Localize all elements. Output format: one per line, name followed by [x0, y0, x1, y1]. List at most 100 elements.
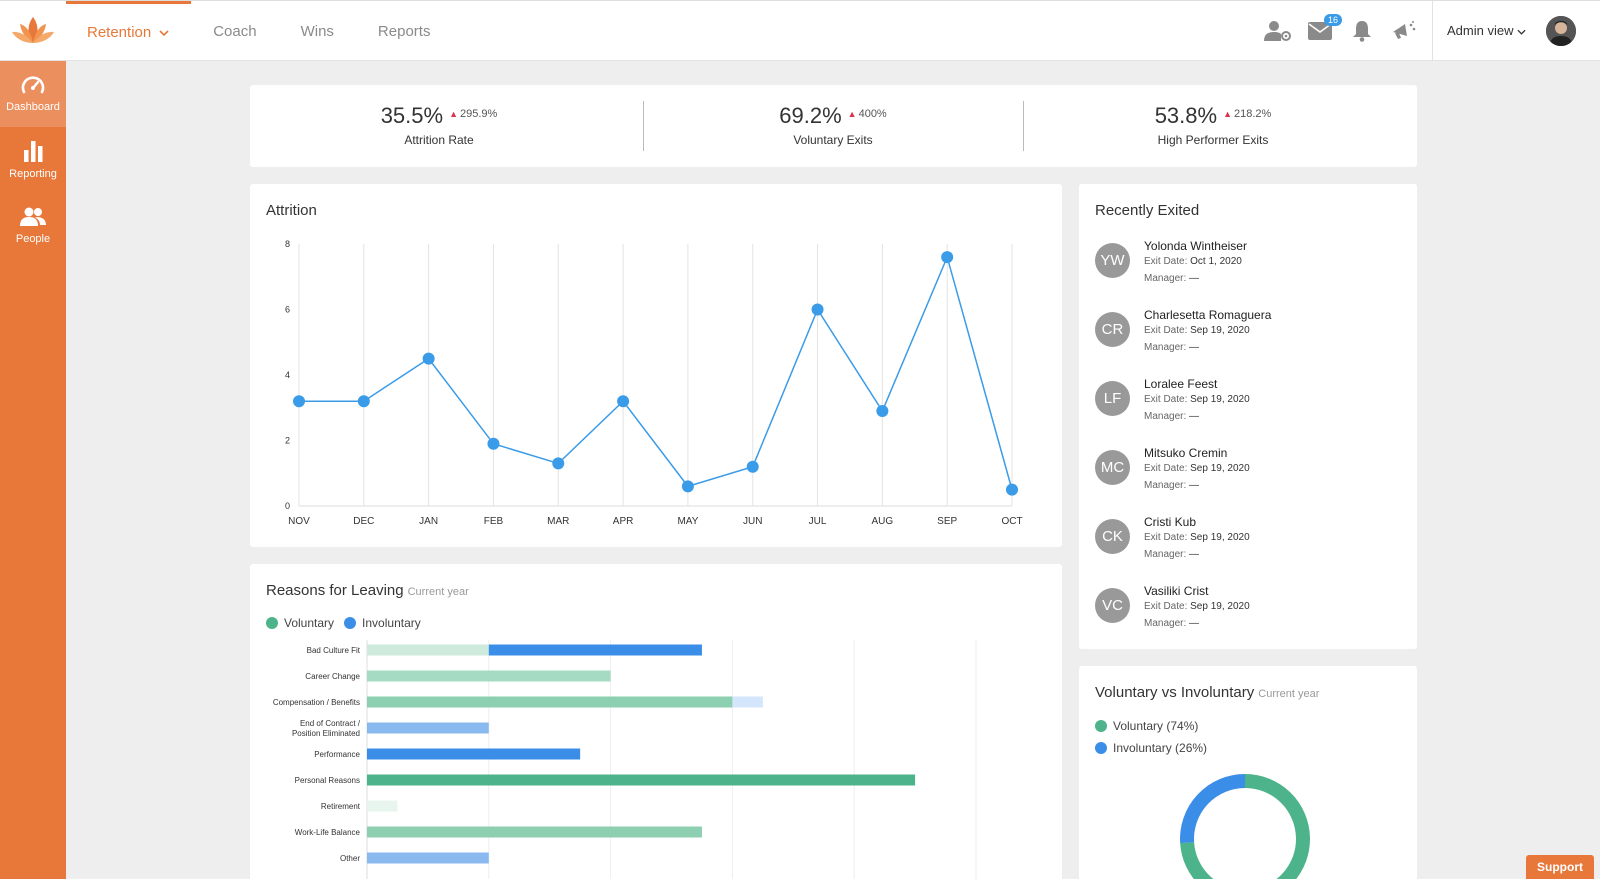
exit-list-item[interactable]: LF Loralee Feest Exit Date: Sep 19, 2020 Ma… — [1095, 377, 1405, 437]
exit-name[interactable]: Mitsuko Cremin — [1144, 446, 1228, 460]
category-label: Compensation / Benefits — [273, 698, 360, 707]
card-subtitle: Current year — [407, 586, 469, 598]
kpi-value: 69.2% — [779, 103, 842, 128]
sidebar-item-label: People — [15, 233, 51, 245]
data-point[interactable] — [487, 437, 500, 450]
card-title: Reasons for Leaving Current year — [266, 582, 469, 599]
bar-involuntary[interactable] — [367, 722, 489, 734]
card-title: Recently Exited — [1095, 202, 1200, 219]
bar-voluntary[interactable] — [367, 696, 733, 708]
sidebar-item-dashboard[interactable]: Dashboard — [0, 61, 66, 127]
exit-list-item[interactable]: VC Vasiliki Crist Exit Date: Sep 19, 2020 M… — [1095, 584, 1405, 644]
main-nav: Retention Coach Wins Reports — [66, 1, 452, 61]
top-bar: Retention Coach Wins Reports 16 — [0, 0, 1600, 61]
x-tick-label: MAY — [677, 516, 698, 527]
vvi-card: Voluntary vs Involuntary Current year Vol… — [1079, 666, 1417, 879]
exit-date: Exit Date: Sep 19, 2020 — [1144, 394, 1250, 405]
data-point[interactable] — [552, 457, 565, 470]
nav-wins[interactable]: Wins — [300, 22, 334, 40]
data-point[interactable] — [422, 352, 435, 365]
mail-badge: 16 — [1323, 14, 1342, 26]
legend-label-involuntary: Involuntary — [362, 616, 421, 630]
bar-voluntary[interactable] — [367, 800, 398, 812]
avatar: CR — [1095, 312, 1130, 347]
legend-label-involuntary: Involuntary (26%) — [1113, 741, 1208, 755]
exit-name[interactable]: Cristi Kub — [1144, 515, 1197, 529]
data-point[interactable] — [1006, 483, 1018, 496]
nav-coach[interactable]: Coach — [213, 22, 257, 40]
lotus-logo-icon[interactable] — [10, 13, 56, 49]
exit-manager: Manager: — — [1144, 618, 1200, 629]
nav-reports[interactable]: Reports — [377, 22, 431, 40]
data-point[interactable] — [681, 480, 694, 493]
nav-retention[interactable]: Retention — [66, 1, 192, 61]
category-label: Personal Reasons — [295, 776, 360, 785]
chevron-down-icon — [1517, 23, 1526, 38]
data-point[interactable] — [357, 395, 370, 408]
category-label: Position Eliminated — [292, 729, 360, 738]
user-settings-icon[interactable] — [1264, 17, 1292, 45]
vvi-legend-involuntary: Involuntary (26%) — [1095, 741, 1207, 755]
legend-label-voluntary: Voluntary (74%) — [1113, 719, 1199, 733]
card-title: Attrition — [266, 202, 317, 219]
kpi-delta: ▲ 218.2% — [1223, 108, 1271, 120]
user-avatar[interactable] — [1546, 16, 1576, 46]
donut-slice-involuntary[interactable] — [1180, 774, 1246, 844]
vvi-legend-voluntary: Voluntary (74%) — [1095, 719, 1198, 733]
kpi-voluntary-exits: 69.2% ▲ 400% Voluntary Exits — [644, 85, 1022, 167]
support-button[interactable]: Support — [1526, 855, 1594, 879]
data-point[interactable] — [941, 251, 954, 264]
exit-name[interactable]: Charlesetta Romaguera — [1144, 308, 1272, 322]
card-title-text: Reasons for Leaving — [266, 582, 404, 599]
exit-list-item[interactable]: CK Cristi Kub Exit Date: Sep 19, 2020 Manag… — [1095, 515, 1405, 575]
data-point[interactable] — [293, 395, 305, 408]
header-icons: 16 — [1264, 14, 1418, 45]
mail-icon[interactable]: 16 — [1306, 14, 1342, 45]
megaphone-icon[interactable] — [1390, 17, 1418, 45]
avatar: CK — [1095, 519, 1130, 554]
x-tick-label: MAR — [547, 516, 569, 527]
exit-list-item[interactable]: YW Yolonda Wintheiser Exit Date: Oct 1, 20… — [1095, 239, 1405, 299]
kpi-label: Voluntary Exits — [793, 133, 873, 147]
exit-name[interactable]: Loralee Feest — [1144, 377, 1218, 391]
kpi-value: 35.5% — [380, 103, 444, 128]
exit-date: Exit Date: Sep 19, 2020 — [1144, 601, 1250, 612]
kpi-delta-value: 400% — [858, 108, 887, 120]
kpi-delta: ▲ 295.9% — [449, 108, 497, 120]
sidebar: Dashboard Reporting People — [0, 61, 66, 879]
exit-date: Exit Date: Sep 19, 2020 — [1144, 463, 1250, 474]
kpi-label: High Performer Exits — [1157, 133, 1269, 147]
admin-view-dropdown[interactable]: Admin view — [1447, 23, 1526, 38]
bar-voluntary[interactable] — [367, 644, 489, 656]
x-tick-label: DEC — [353, 516, 374, 527]
nav-retention-label: Retention — [87, 24, 152, 41]
bar-voluntary[interactable] — [367, 774, 916, 786]
data-point[interactable] — [811, 303, 824, 316]
bar-involuntary[interactable] — [732, 696, 763, 708]
sidebar-item-reporting[interactable]: Reporting — [0, 127, 66, 193]
bar-voluntary[interactable] — [367, 670, 611, 682]
bar-involuntary[interactable] — [367, 748, 581, 760]
kpi-attrition-rate: 35.5% ▲ 295.9% Attrition Rate — [250, 85, 628, 167]
exit-list-item[interactable]: MC Mitsuko Cremin Exit Date: Sep 19, 2020 M… — [1095, 446, 1405, 506]
bell-icon[interactable] — [1348, 17, 1376, 45]
card-subtitle: Current year — [1258, 688, 1320, 700]
triangle-up-icon: ▲ — [449, 109, 458, 119]
legend-swatch-voluntary — [1095, 720, 1107, 732]
bar-voluntary[interactable] — [367, 826, 702, 838]
exit-name[interactable]: Yolonda Wintheiser — [1144, 239, 1247, 253]
exit-name[interactable]: Vasiliki Crist — [1144, 584, 1209, 598]
category-label: Career Change — [305, 672, 360, 681]
data-point[interactable] — [617, 395, 630, 408]
x-tick-label: APR — [613, 516, 634, 527]
data-point[interactable] — [746, 460, 759, 473]
sidebar-item-people[interactable]: People — [0, 193, 66, 259]
bar-involuntary[interactable] — [367, 852, 489, 864]
bar-involuntary[interactable] — [488, 644, 702, 656]
kpi-value: 53.8% — [1154, 103, 1218, 128]
exit-list-item[interactable]: CR Charlesetta Romaguera Exit Date: Sep 19… — [1095, 308, 1405, 368]
attrition-series-line — [299, 254, 1013, 490]
y-tick-label: 6 — [285, 305, 290, 315]
card-title-text: Voluntary vs Involuntary — [1095, 684, 1255, 701]
data-point[interactable] — [876, 405, 889, 418]
